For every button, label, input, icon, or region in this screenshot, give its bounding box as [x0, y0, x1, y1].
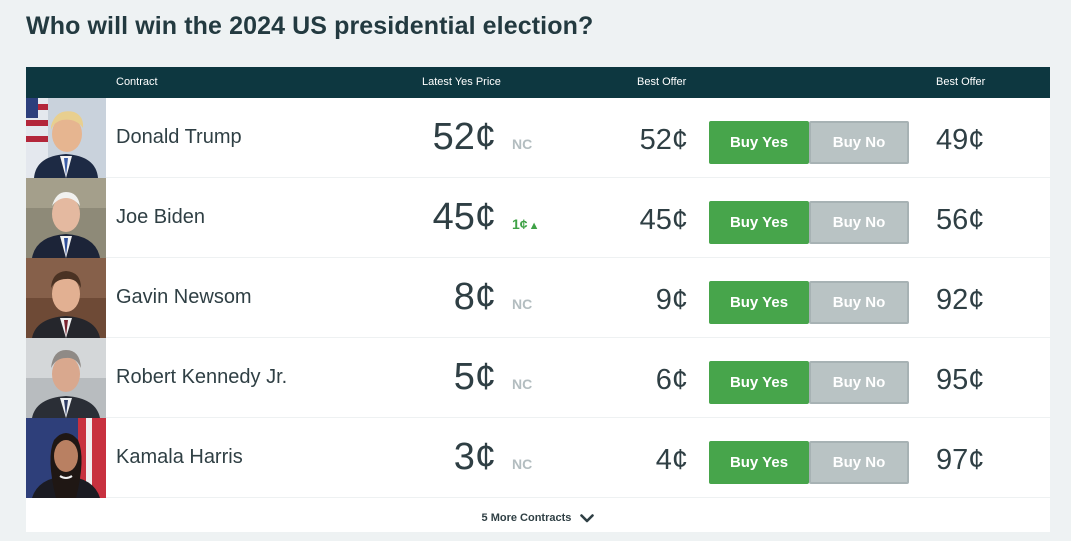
buy-no-button[interactable]: Buy No	[809, 201, 909, 244]
contract-name[interactable]: Gavin Newsom	[116, 286, 252, 308]
price-change: 1¢▲	[512, 216, 539, 232]
avatar	[26, 418, 106, 498]
latest-yes-price: 5¢	[453, 356, 496, 398]
avatar	[26, 98, 106, 178]
header-best-offer-yes: Best Offer	[637, 76, 687, 88]
price-change: NC	[512, 136, 532, 152]
latest-yes-price: 45¢	[432, 196, 496, 238]
best-offer-no: 49¢	[936, 124, 985, 156]
price-change-value: NC	[512, 456, 533, 472]
contract-name[interactable]: Donald Trump	[116, 126, 242, 148]
avatar	[26, 258, 106, 338]
table-row: Kamala Harris 3¢ NC 4¢ Buy Yes Buy No 97…	[26, 418, 1050, 498]
arrow-up-icon: ▲	[528, 220, 540, 232]
buy-yes-button[interactable]: Buy Yes	[709, 441, 809, 484]
table-row: Joe Biden 45¢ 1¢▲ 45¢ Buy Yes Buy No 56¢	[26, 178, 1050, 258]
price-change-value: NC	[512, 376, 533, 392]
price-change: NC	[512, 296, 532, 312]
buy-yes-button[interactable]: Buy Yes	[709, 201, 809, 244]
best-offer-yes: 45¢	[639, 204, 688, 236]
latest-yes-price: 8¢	[453, 276, 496, 318]
header-latest-yes-price: Latest Yes Price	[422, 76, 501, 88]
contract-rows: Donald Trump 52¢ NC 52¢ Buy Yes Buy No 4…	[26, 98, 1050, 498]
buy-no-button[interactable]: Buy No	[809, 281, 909, 324]
page-title: Who will win the 2024 US presidential el…	[26, 12, 594, 40]
latest-yes-price: 52¢	[432, 116, 496, 158]
more-contracts-label: 5 More Contracts	[481, 512, 572, 524]
header-best-offer-no: Best Offer	[936, 76, 986, 88]
more-contracts-toggle[interactable]: 5 More Contracts	[26, 505, 1050, 532]
price-change: NC	[512, 456, 532, 472]
price-change-value: 1¢	[512, 216, 528, 232]
latest-yes-price: 3¢	[453, 436, 496, 478]
best-offer-yes: 6¢	[655, 364, 688, 396]
price-change-value: NC	[512, 296, 533, 312]
best-offer-no: 56¢	[936, 204, 985, 236]
header-contract: Contract	[116, 76, 158, 88]
table-row: Gavin Newsom 8¢ NC 9¢ Buy Yes Buy No 92¢	[26, 258, 1050, 338]
contract-name[interactable]: Joe Biden	[116, 206, 205, 228]
best-offer-yes: 52¢	[639, 124, 688, 156]
contracts-table: Contract Latest Yes Price Best Offer Bes…	[26, 67, 1050, 532]
chevron-down-icon	[580, 514, 595, 523]
best-offer-no: 92¢	[936, 284, 985, 316]
table-header: Contract Latest Yes Price Best Offer Bes…	[26, 67, 1050, 98]
price-change-value: NC	[512, 136, 533, 152]
buy-yes-button[interactable]: Buy Yes	[709, 281, 809, 324]
best-offer-no: 95¢	[936, 364, 985, 396]
contract-name[interactable]: Robert Kennedy Jr.	[116, 366, 288, 388]
buy-no-button[interactable]: Buy No	[809, 441, 909, 484]
price-change: NC	[512, 376, 532, 392]
best-offer-yes: 4¢	[655, 444, 688, 476]
buy-no-button[interactable]: Buy No	[809, 121, 909, 164]
table-row: Donald Trump 52¢ NC 52¢ Buy Yes Buy No 4…	[26, 98, 1050, 178]
table-row: Robert Kennedy Jr. 5¢ NC 6¢ Buy Yes Buy …	[26, 338, 1050, 418]
contract-name[interactable]: Kamala Harris	[116, 446, 243, 468]
best-offer-no: 97¢	[936, 444, 985, 476]
buy-yes-button[interactable]: Buy Yes	[709, 361, 809, 404]
best-offer-yes: 9¢	[655, 284, 688, 316]
buy-yes-button[interactable]: Buy Yes	[709, 121, 809, 164]
buy-no-button[interactable]: Buy No	[809, 361, 909, 404]
avatar	[26, 338, 106, 418]
avatar	[26, 178, 106, 258]
